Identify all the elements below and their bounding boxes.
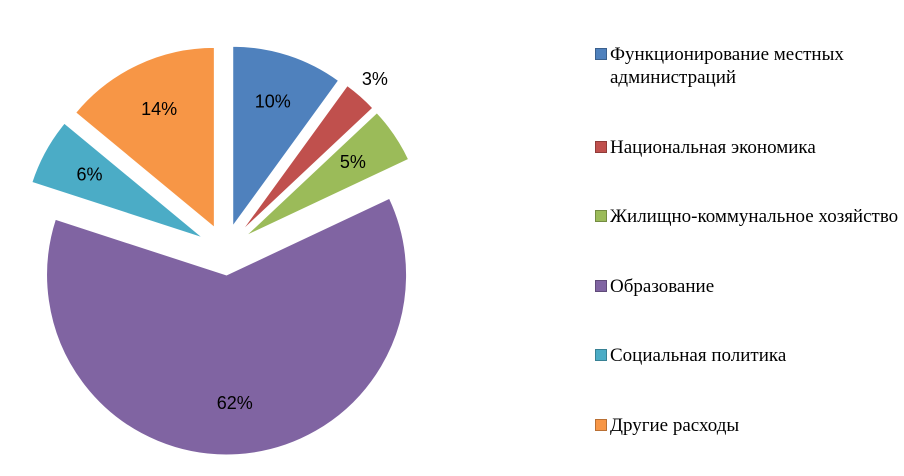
pie-slice — [46, 197, 408, 456]
legend-swatch — [595, 48, 607, 61]
legend-item: Функционирование местных администраций — [595, 43, 900, 89]
legend-item: Социальная политика — [595, 344, 900, 367]
pie: 10% 3% 5% 62% 6% 14% — [31, 45, 410, 456]
legend-item: Национальная экономика — [595, 136, 900, 159]
legend-swatch — [595, 279, 607, 292]
pie-slice — [245, 112, 410, 237]
data-label: 6% — [77, 164, 103, 184]
legend-label: Образование — [610, 275, 715, 297]
pie-slice — [31, 122, 204, 239]
data-label: 3% — [362, 69, 388, 89]
pie-slice — [74, 46, 215, 229]
legend-label: Функционирование местных администраций — [610, 44, 844, 89]
legend-label: Другие расходы — [610, 414, 740, 436]
data-label: 5% — [340, 152, 366, 172]
legend-item: Образование — [595, 275, 900, 298]
pie-slice — [241, 84, 374, 232]
legend-item: Жилищно-коммунальное хозяйство — [595, 205, 900, 228]
legend: Функционирование местных администраций На… — [595, 20, 900, 460]
legend-swatch — [595, 210, 607, 223]
legend-label: Национальная экономика — [610, 136, 816, 158]
legend-swatch — [595, 349, 607, 362]
data-label: 62% — [217, 393, 253, 413]
legend-swatch — [595, 418, 607, 431]
pie-slice — [232, 45, 340, 228]
legend-item: Другие расходы — [595, 414, 900, 437]
legend-label: Жилищно-коммунальное хозяйство — [610, 206, 899, 228]
data-label: 10% — [255, 92, 291, 112]
legend-label: Социальная политика — [610, 345, 787, 367]
legend-swatch — [595, 140, 607, 153]
data-label: 14% — [141, 99, 177, 119]
